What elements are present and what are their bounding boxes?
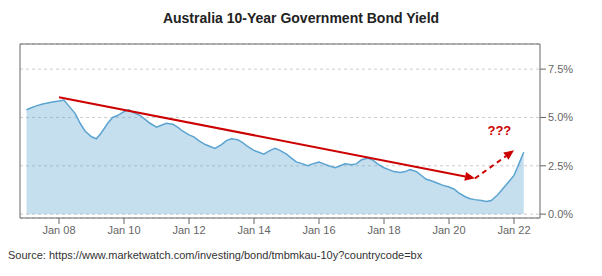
svg-text:Jan 12: Jan 12 [172, 224, 205, 236]
svg-text:???: ??? [487, 123, 511, 138]
svg-text:Jan 22: Jan 22 [497, 224, 530, 236]
svg-text:7.5%: 7.5% [548, 63, 573, 75]
svg-text:Jan 18: Jan 18 [367, 224, 400, 236]
html-text:Source: https://www.marketwatc: Source: https://www.marketwatch.com/inve… [8, 249, 423, 261]
html-text:Australia 10-Year Government B: Australia 10-Year Government Bond Yield [162, 10, 440, 26]
svg-text:2.5%: 2.5% [548, 160, 573, 172]
svg-text:Jan 20: Jan 20 [432, 224, 465, 236]
svg-text:5.0%: 5.0% [548, 111, 573, 123]
svg-text:Jan 16: Jan 16 [302, 224, 335, 236]
svg-text:0.0%: 0.0% [548, 208, 573, 220]
svg-text:Jan 08: Jan 08 [42, 224, 75, 236]
svg-text:Jan 10: Jan 10 [107, 224, 140, 236]
svg-text:Jan 14: Jan 14 [237, 224, 270, 236]
